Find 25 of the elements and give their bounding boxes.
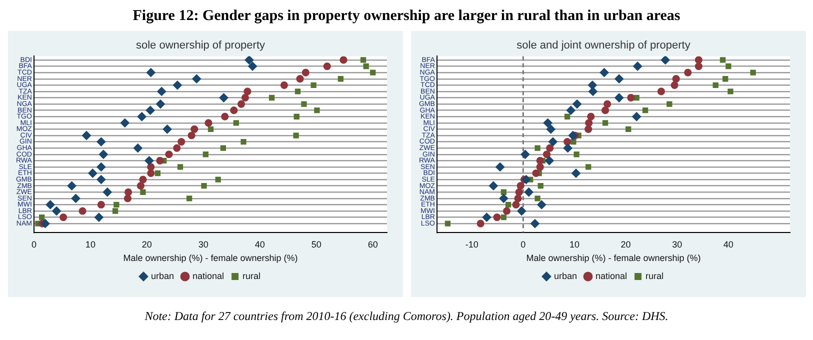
- x-tick-label: 20: [620, 239, 630, 250]
- chart-title: sole and joint ownership of property: [516, 40, 690, 52]
- x-tick-label: 20: [141, 239, 152, 250]
- legend-label: national: [192, 270, 224, 281]
- x-tick-label: 40: [722, 239, 733, 250]
- x-tick-label: -10: [464, 239, 478, 250]
- x-tick-label: 0: [520, 239, 526, 250]
- legend-label: rural: [242, 270, 260, 281]
- x-axis-title: Male ownership (%) - female ownership (%): [122, 253, 298, 264]
- caption: Figure 12: Gender gaps in property ownership are larger in rural than in urban areas: [132, 7, 682, 26]
- x-tick-label: 10: [84, 239, 95, 250]
- x-tick-label: 30: [672, 239, 682, 250]
- chart-title: sole ownership of property: [135, 40, 266, 52]
- legend-label: urban: [150, 270, 174, 281]
- x-axis-title: Male ownership (%) - female ownership (%): [526, 253, 700, 264]
- x-tick-label: 60: [367, 239, 378, 250]
- legend-label: urban: [553, 270, 577, 281]
- x-tick-label: 40: [254, 239, 264, 250]
- x-tick-label: 10: [568, 239, 579, 250]
- legend-label: rural: [645, 270, 664, 281]
- x-tick-label: 50: [310, 239, 321, 250]
- legend-label: national: [594, 270, 627, 281]
- x-tick-label: 0: [30, 239, 36, 250]
- x-tick-label: 30: [198, 239, 208, 250]
- text: Note: Data for 27 countries from 2010-16 (excluding Comoros). Population aged 20-49 years. Source: DHS.: [144, 308, 670, 324]
